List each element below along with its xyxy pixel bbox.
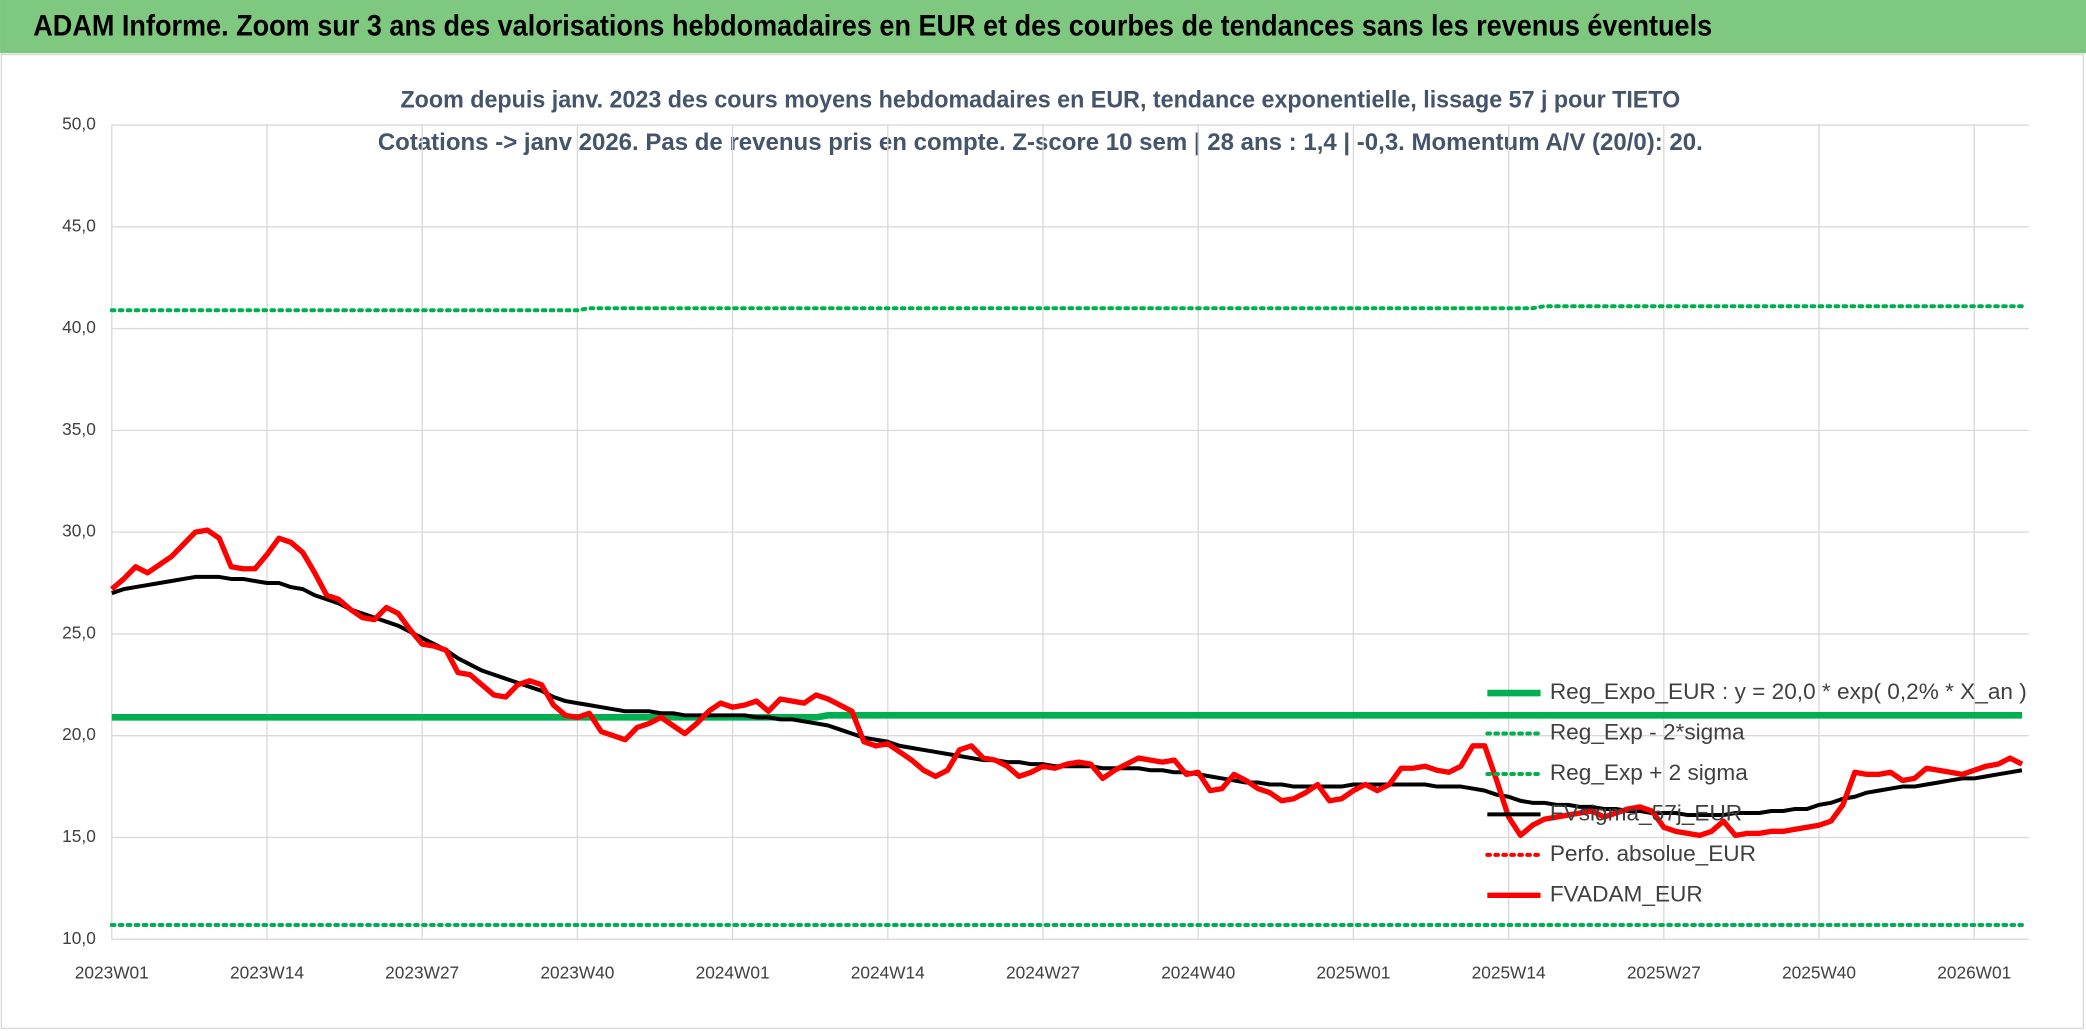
legend-label: FVADAM_EUR: [1550, 881, 1703, 906]
x-tick-label: 2023W14: [230, 962, 304, 982]
legend-label: FVsigma_57j_EUR: [1550, 800, 1742, 825]
y-tick-label: 15,0: [62, 826, 96, 846]
y-tick-label: 35,0: [62, 419, 96, 439]
y-tick-label: 30,0: [62, 521, 96, 541]
series-line: [110, 527, 2024, 839]
x-tick-label: 2024W14: [851, 962, 925, 982]
legend-label: Reg_Exp + 2 sigma: [1550, 760, 1748, 785]
x-tick-label: 2023W27: [385, 962, 459, 982]
x-tick-label: 2026W01: [1937, 962, 2011, 982]
legend-label: Perfo. absolue_EUR: [1550, 841, 1756, 866]
chart-subtitle: Zoom depuis janv. 2023 des cours moyens …: [400, 86, 1680, 113]
x-tick-label: 2025W27: [1627, 962, 1701, 982]
x-tick-label: 2025W01: [1316, 962, 1390, 982]
y-tick-label: 20,0: [62, 724, 96, 744]
y-tick-label: 25,0: [62, 622, 96, 642]
x-tick-label: 2025W14: [1472, 962, 1546, 982]
x-tick-label: 2024W01: [696, 962, 770, 982]
x-tick-label: 2024W27: [1006, 962, 1080, 982]
x-tick-label: 2023W40: [540, 962, 614, 982]
x-tick-label: 2024W40: [1161, 962, 1235, 982]
y-tick-label: 50,0: [62, 114, 96, 134]
title-band: [0, 0, 2086, 54]
x-tick-label: 2023W01: [75, 962, 149, 982]
chart-title: ADAM Informe. Zoom sur 3 ans des valoris…: [33, 11, 1712, 43]
y-tick-label: 45,0: [62, 215, 96, 235]
y-tick-label: 10,0: [62, 928, 96, 948]
x-tick-label: 2025W40: [1782, 962, 1856, 982]
legend-label: Reg_Exp - 2*sigma: [1550, 720, 1745, 745]
series-line: [111, 711, 2022, 721]
y-tick-label: 40,0: [62, 317, 96, 337]
legend-label: Reg_Expo_EUR : y = 20,0 * exp( 0,2% * X_…: [1550, 679, 2027, 704]
chart-subtitle: Cotations -> janv 2026. Pas de revenus p…: [378, 129, 1703, 156]
series-line: [109, 304, 2024, 313]
grid: [111, 124, 2029, 940]
